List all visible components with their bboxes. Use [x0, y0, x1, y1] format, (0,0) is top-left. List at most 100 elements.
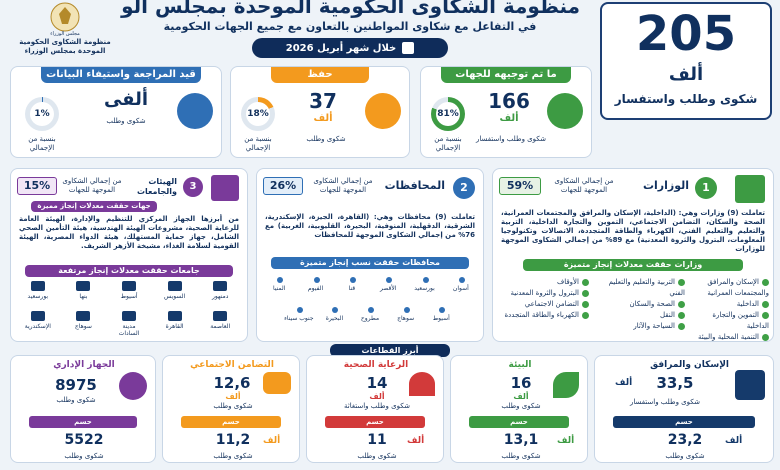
bodies-percent: 15% — [17, 177, 57, 195]
gear-people-icon — [119, 372, 147, 400]
gov-item: مطروح — [354, 307, 386, 322]
bodies-card: 3 الهيئات والجامعات من إجمالي الشكاوى ال… — [10, 168, 248, 342]
bodies-title: الهيئات والجامعات — [137, 177, 177, 196]
box-saved-percent-label: بنسبة من الإجمالي — [244, 135, 272, 152]
sector-admin-hasm-label: شكوى وطلب — [64, 452, 104, 460]
sector-health-value: 14 — [366, 374, 388, 392]
bank-icon — [547, 93, 583, 129]
sector-environment-unit: ألف — [513, 392, 529, 401]
box-saved-ring: 18% — [241, 97, 275, 131]
uni-item: أسيوط — [113, 281, 145, 300]
sector-housing-hasm: حسم — [613, 416, 755, 428]
box-directed-value: 166 — [488, 89, 530, 113]
ministries-desc: تعاملت (9) وزارات وهي: (الداخلية، الإسكا… — [501, 209, 765, 253]
governorates-card: 2 المحافظات من إجمالي الشكاوى الموجهة لل… — [256, 168, 484, 342]
sector-environment-hasm-unit: ألف — [557, 436, 575, 446]
list-item: الإسكان والمرافق والمجتمعات العمرانية — [707, 278, 769, 297]
box-directed-percent-label: بنسبة من الإجمالي — [434, 135, 462, 152]
sector-solidarity-hasm-label: شكوى وطلب — [213, 452, 253, 460]
box-directed-title: ما تم توجيهه للجهات — [441, 67, 571, 83]
uni-item: مدينة السادات — [113, 311, 145, 337]
list-item: الأوقاف — [497, 277, 589, 288]
list-item: السياحة والآثار — [593, 321, 685, 332]
governorates-row1: أسوان بورسعيد الأقصر قنا الفيوم المنيا — [261, 277, 479, 292]
leaf-icon — [553, 372, 579, 398]
period-text: خلال شهر أبريل 2026 — [285, 42, 397, 54]
bodies-num-badge: 3 — [183, 177, 203, 197]
ministries-band: وزارات حققت معدلات إنجاز متميزة — [523, 259, 743, 271]
gov-item: أسوان — [445, 277, 477, 292]
sector-solidarity-hasm-value: 11,2 — [215, 432, 251, 448]
total-value: 205 — [635, 6, 737, 62]
buildings-icon — [735, 370, 765, 400]
ministries-percent: 59% — [499, 177, 541, 195]
box-directed-label: شكوى وطلب واستفسار — [475, 135, 547, 143]
sector-solidarity-hasm: حسم — [181, 416, 281, 428]
uni-item: دمنهور — [204, 281, 236, 300]
gov-item: أسيوط — [425, 307, 457, 322]
people-icon — [263, 372, 291, 394]
uni-item: سوهاج — [67, 311, 99, 337]
sector-environment-name: البيئة — [508, 360, 532, 370]
gov-item: المنيا — [263, 277, 295, 292]
gov-item: بورسعيد — [409, 277, 441, 292]
logo-text-1: منظومة الشكاوى الحكومية — [19, 38, 111, 46]
sector-housing-hasm-unit: ألف — [725, 436, 743, 446]
list-item: الداخلية — [689, 299, 769, 310]
box-directed-ring: 81% — [431, 97, 465, 131]
box-review: قيد المراجعة واستيفاء البيانات ألفى شكوى… — [10, 66, 222, 158]
box-review-value: ألفى — [103, 89, 149, 110]
box-directed: ما تم توجيهه للجهات 166 ألف شكوى وطلب وا… — [420, 66, 592, 158]
list-item: الصحة والسكان — [593, 299, 685, 310]
sector-housing-name: الإسكان والمرافق — [650, 360, 729, 370]
sector-environment-hasm-value: 13,1 — [503, 432, 539, 448]
ministries-title: الوزارات — [642, 179, 689, 192]
box-review-percent-label: بنسبة من الإجمالي — [28, 135, 56, 152]
list-item: الكهرباء والطاقة المتجددة — [497, 310, 589, 321]
sector-admin-hasm-value: 5522 — [64, 432, 104, 448]
sector-housing-label: شكوى وطلب واستفسار — [629, 398, 701, 406]
box-review-title: قيد المراجعة واستيفاء البيانات — [41, 67, 201, 83]
sector-housing: الإسكان والمرافق 33,5 ألف شكوى وطلب واست… — [594, 355, 774, 463]
list-item: التنمية المحلية والبيئة — [689, 332, 769, 343]
total-label: شكوى وطلب واستفسار — [614, 92, 758, 106]
ministries-col2: التربية والتعليم والتعليم الفني الصحة وا… — [593, 277, 685, 332]
calendar-icon — [402, 42, 415, 54]
page-title: منظومة الشكاوى الحكومية الموحدة بمجلس ال… — [120, 0, 580, 18]
box-saved-value: 37 — [309, 89, 337, 113]
sector-admin-name: الجهاز الإداري — [53, 360, 115, 370]
governorates-percent: 26% — [263, 177, 303, 195]
ministries-num-badge: 1 — [695, 177, 717, 199]
box-review-label: شكوى وطلب — [106, 117, 146, 125]
governorates-percent-label: من إجمالي الشكاوى الموجهة للجهات — [313, 177, 373, 194]
university-icon — [211, 175, 239, 201]
sector-admin-value: 8975 — [55, 376, 97, 394]
box-saved-label: شكوى وطلب — [306, 135, 346, 143]
folder-icon — [365, 93, 401, 129]
box-saved-title: حفظ — [271, 67, 369, 83]
sector-environment-label: شكوى وطلب — [501, 402, 541, 410]
gov-item: الفيوم — [300, 277, 332, 292]
seal-text: مجلس الوزراء — [50, 31, 80, 37]
sector-solidarity-name: التضامن الاجتماعي — [190, 360, 274, 370]
bodies-band1: جهات حققت معدلات إنجاز مميزة — [31, 201, 157, 212]
box-saved: حفظ 37 ألف شكوى وطلب 18% بنسبة من الإجما… — [230, 66, 410, 158]
gov-item: جنوب سيناء — [283, 307, 315, 322]
sector-solidarity-label: شكوى وطلب — [213, 402, 253, 410]
governorates-title: المحافظات — [384, 179, 445, 192]
total-card: 205 ألف شكوى وطلب واستفسار — [600, 2, 772, 120]
bodies-desc: من أبرزها الجهاز المركزي للتنظيم والإدار… — [19, 215, 239, 250]
universities-row2: العاصمة القاهرة مدينة السادات سوهاج الإس… — [15, 311, 243, 337]
uni-item: بورسعيد — [22, 281, 54, 300]
list-item: النقل — [593, 310, 685, 321]
sector-environment: البيئة 16 ألف شكوى وطلب حسم 13,1 ألف شكو… — [450, 355, 588, 463]
sector-health-hasm: حسم — [325, 416, 425, 428]
ministries-col3: الأوقاف البترول والثروة المعدنية التضامن… — [497, 277, 589, 321]
box-saved-unit: ألف — [313, 113, 333, 124]
sector-housing-hasm-label: شكوى وطلب — [665, 452, 705, 460]
logo: مجلس الوزراء منظومة الشكاوى الحكومية الم… — [10, 0, 120, 60]
page-subtitle: في التفاعل مع شكاوى المواطنين بالتعاون م… — [163, 20, 537, 33]
sector-admin-hasm: حسم — [29, 416, 137, 428]
uni-item: الإسكندرية — [22, 311, 54, 337]
governorates-row2: أسيوط سوهاج مطروح البحيرة جنوب سيناء — [281, 307, 459, 322]
